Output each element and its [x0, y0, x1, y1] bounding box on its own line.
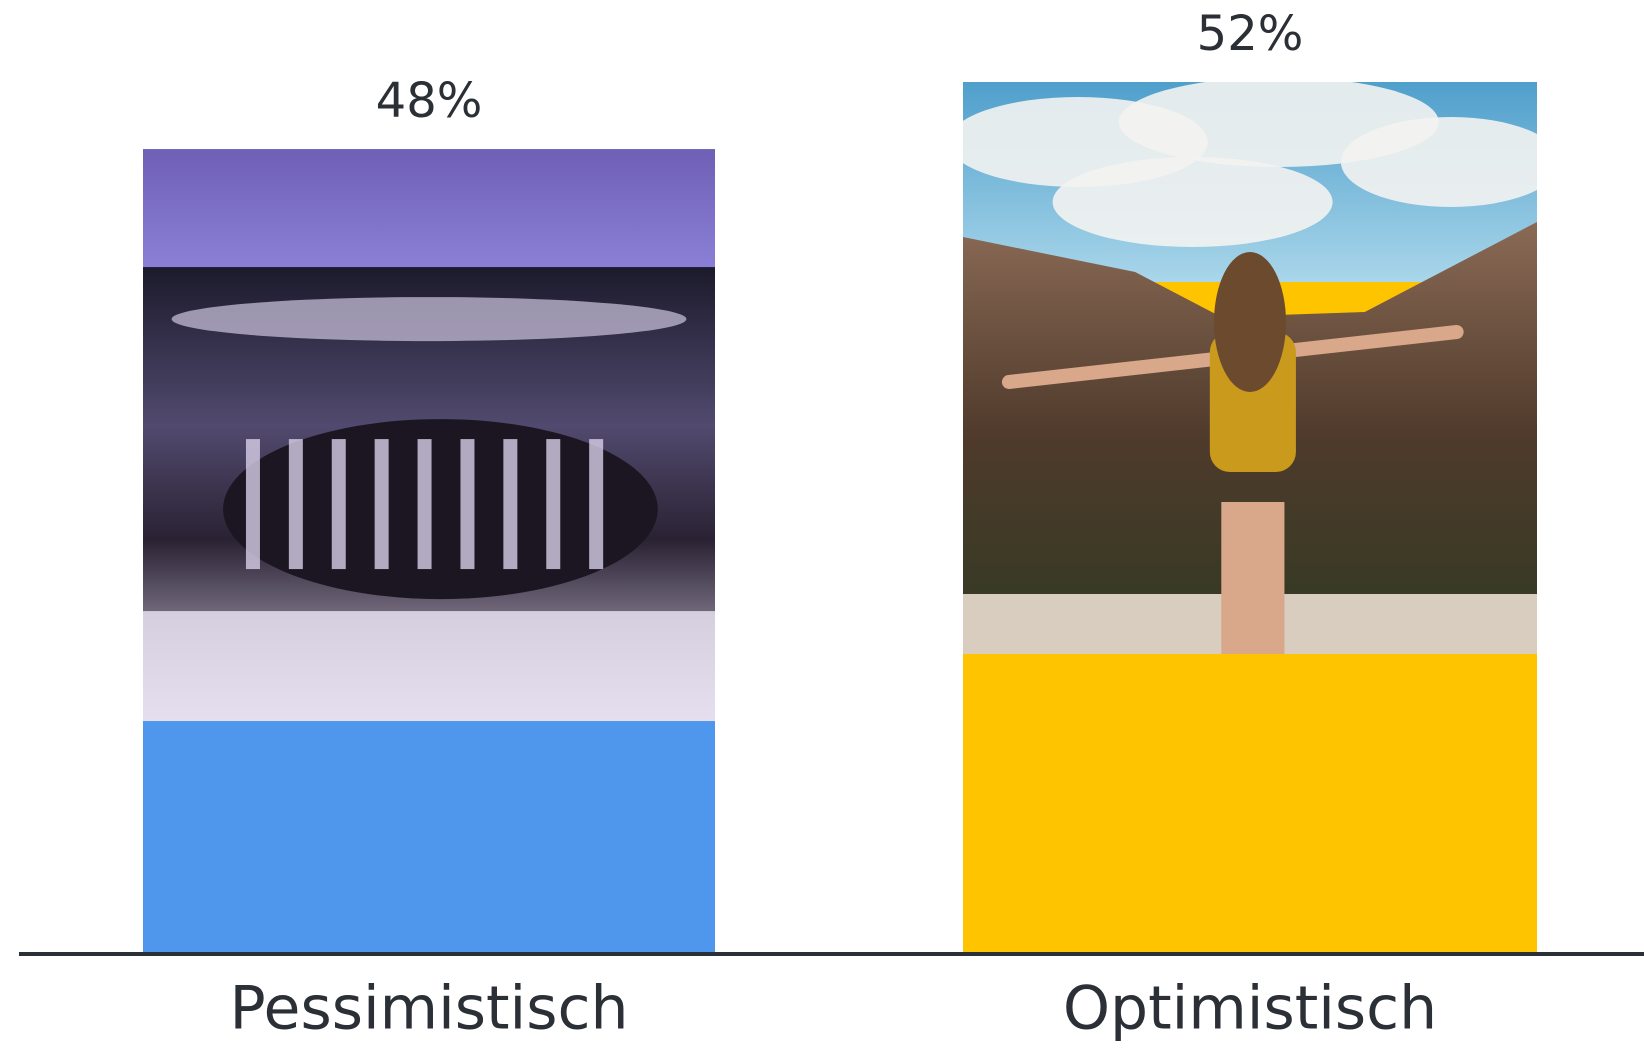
photo-cloud [1341, 117, 1561, 207]
photo-foam [143, 611, 715, 721]
photo-cloud [1053, 157, 1333, 247]
photo-falls [589, 439, 603, 569]
photo-falls [418, 439, 432, 569]
value-label: 48% [376, 73, 483, 129]
x-tick-label: Pessimistisch [230, 974, 629, 1044]
photo-hair [1214, 252, 1286, 392]
photo-sky [143, 149, 715, 267]
photo-foam [172, 297, 687, 341]
chart: 48% Pessimistisch 52% Optimistisch [0, 0, 1644, 1053]
page: 48%Pessimistisch52%Optimistisch (() => {… [0, 0, 1644, 1053]
photo-falls [503, 439, 517, 569]
photo-legs [1221, 502, 1284, 654]
photo-falls [460, 439, 474, 569]
value-label: 52% [1197, 6, 1304, 62]
bars [143, 77, 1561, 954]
photo-falls [375, 439, 389, 569]
photo-falls [546, 439, 560, 569]
bar-photo [143, 149, 715, 721]
photo-falls [332, 439, 346, 569]
x-tick-label: Optimistisch [1063, 974, 1437, 1044]
bar-photo [948, 77, 1561, 654]
photo-falls [246, 439, 260, 569]
photo-falls [289, 439, 303, 569]
